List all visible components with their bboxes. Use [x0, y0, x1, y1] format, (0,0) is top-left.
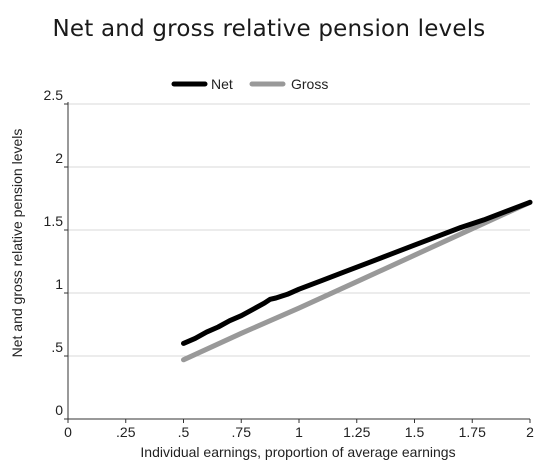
- x-tick-label: 1.75: [459, 424, 486, 440]
- x-axis-ticks: 0 .25 .5 .75 1 1.25 1.5 1.75 2: [64, 419, 534, 440]
- y-tick-label: 1.5: [44, 213, 64, 229]
- series-line-gross: [181, 199, 533, 363]
- y-tick-label: .5: [51, 339, 63, 355]
- x-tick-label: 1: [295, 424, 303, 440]
- legend-label-gross: Gross: [291, 76, 328, 92]
- legend-label-net: Net: [211, 76, 233, 92]
- y-axis-label: Net and gross relative pension levels: [9, 129, 25, 358]
- x-tick-label: 0: [64, 424, 72, 440]
- y-axis-ticks: 0 .5 1 1.5 2 2.5: [44, 87, 68, 420]
- x-tick-label: .75: [232, 424, 252, 440]
- y-tick-label: 0: [55, 402, 63, 418]
- chart-title: Net and gross relative pension levels: [52, 16, 486, 42]
- y-tick-label: 1: [55, 276, 63, 292]
- y-tick-label: 2: [55, 150, 63, 166]
- y-tick-label: 2.5: [44, 87, 64, 103]
- series-line-net: [181, 199, 533, 346]
- x-tick-label: 2: [526, 424, 534, 440]
- series-lines: [181, 199, 533, 363]
- x-axis-label: Individual earnings, proportion of avera…: [140, 444, 455, 460]
- x-tick-label: .5: [178, 424, 190, 440]
- x-tick-label: 1.25: [343, 424, 370, 440]
- x-tick-label: .25: [116, 424, 136, 440]
- axes: [67, 102, 530, 420]
- legend: Net Gross: [171, 76, 328, 92]
- x-tick-label: 1.5: [405, 424, 425, 440]
